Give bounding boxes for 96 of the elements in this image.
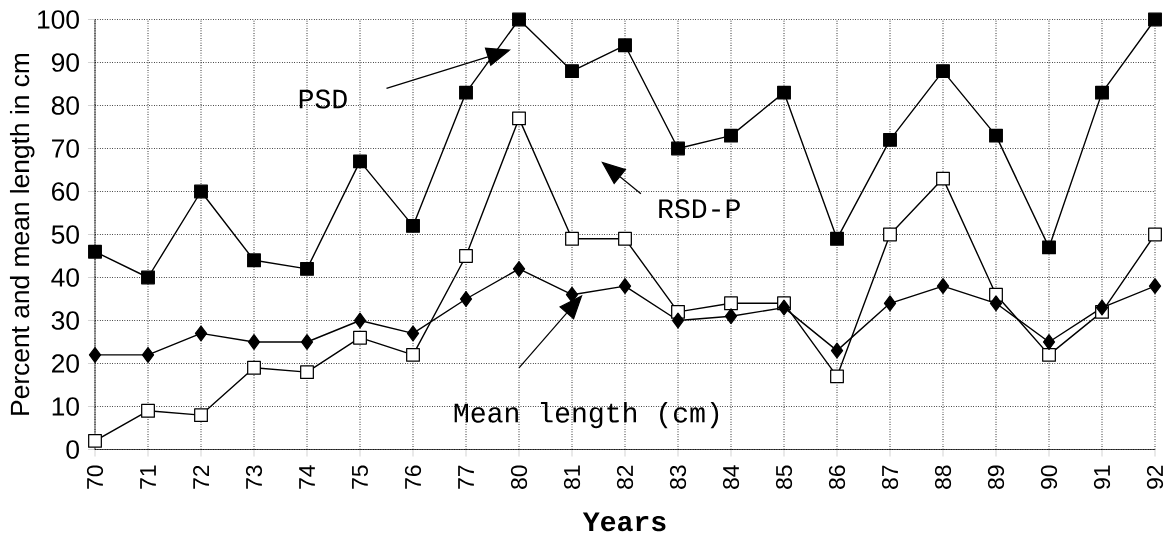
point	[406, 347, 420, 362]
y-tick-label: 40	[51, 268, 79, 287]
point	[88, 433, 102, 448]
x-tick-label: 82	[616, 465, 634, 489]
x-tick-label: 76	[404, 465, 422, 489]
series-label: RSD-P	[659, 199, 740, 219]
point	[1042, 334, 1056, 350]
series-label: PSD	[299, 89, 347, 109]
y-tick-label: 30	[51, 311, 79, 330]
y-tick-label: 60	[52, 182, 79, 201]
point	[777, 85, 791, 100]
point	[830, 231, 844, 246]
point	[989, 295, 1003, 312]
x-tick-label: 83	[669, 465, 687, 489]
point	[936, 171, 950, 186]
y-axis-title: Percent and mean length in cm	[9, 53, 35, 415]
y-tick-label: 0	[66, 440, 79, 459]
x-tick-label: 87	[881, 465, 899, 489]
point	[353, 330, 367, 345]
x-tick-label: 75	[352, 465, 368, 489]
x-tick-label: 84	[722, 465, 740, 489]
x-tick-label: 85	[775, 465, 793, 489]
point	[512, 260, 526, 277]
point	[1095, 85, 1109, 100]
point	[565, 286, 579, 303]
point	[194, 184, 208, 199]
point	[724, 296, 738, 311]
point	[353, 312, 367, 329]
point	[671, 312, 685, 329]
point	[247, 360, 261, 375]
point	[141, 403, 155, 418]
point	[936, 64, 950, 79]
x-tick-label: 77	[458, 465, 474, 489]
y-tick-label: 10	[52, 397, 79, 416]
point	[512, 12, 526, 27]
y-tick-label: 100	[38, 10, 79, 29]
y-tick-label: 50	[51, 225, 79, 244]
point	[1148, 278, 1162, 295]
point	[618, 278, 632, 295]
point	[936, 278, 950, 295]
point	[300, 365, 314, 380]
y-tick-label: 70	[52, 139, 79, 158]
x-tick-label: 81	[563, 465, 581, 489]
point	[618, 231, 632, 246]
x-tick-label: 91	[1093, 465, 1111, 489]
x-tick-label: 71	[140, 465, 156, 489]
x-tick-label: 74	[299, 465, 315, 489]
y-tick-label: 20	[52, 354, 79, 373]
point	[883, 132, 897, 147]
text: Mean length (cm)	[454, 402, 719, 429]
point	[247, 334, 261, 350]
point	[1148, 227, 1162, 242]
point	[406, 218, 420, 233]
point	[247, 253, 261, 268]
point	[1148, 12, 1162, 27]
point	[1042, 347, 1056, 362]
point	[989, 128, 1003, 143]
point	[565, 231, 579, 246]
x-tick-label: 92	[1146, 465, 1164, 489]
point	[830, 342, 844, 359]
y-tick-label: 80	[51, 96, 79, 115]
x-tick-label: 86	[828, 465, 846, 489]
x-tick-label: 88	[934, 465, 952, 489]
point	[88, 244, 102, 259]
point	[300, 334, 314, 350]
point	[406, 325, 420, 342]
point	[1095, 299, 1109, 316]
point	[459, 85, 473, 100]
y-tick-label: 90	[51, 53, 79, 72]
x-tick-label: 90	[1040, 465, 1058, 489]
point	[353, 154, 367, 169]
x-tick-label: 80	[510, 465, 528, 489]
point	[724, 128, 738, 143]
x-tick-label: 70	[86, 465, 104, 489]
point	[671, 141, 685, 156]
point	[459, 291, 473, 307]
point	[141, 346, 155, 363]
x-tick-label: 89	[987, 465, 1005, 489]
point	[830, 369, 844, 384]
x-axis-title: Years	[582, 512, 666, 532]
point	[724, 308, 738, 325]
point	[883, 295, 897, 312]
point	[300, 261, 314, 276]
point	[141, 270, 155, 285]
point	[618, 38, 632, 53]
point	[88, 346, 102, 363]
x-tick-label: 72	[193, 465, 209, 489]
point	[194, 408, 208, 423]
point	[565, 64, 579, 79]
point	[883, 227, 897, 242]
point	[459, 249, 473, 263]
point	[194, 325, 208, 342]
point	[1042, 240, 1056, 255]
point	[512, 111, 526, 126]
x-tick-label: 73	[245, 465, 263, 489]
point	[777, 299, 791, 316]
